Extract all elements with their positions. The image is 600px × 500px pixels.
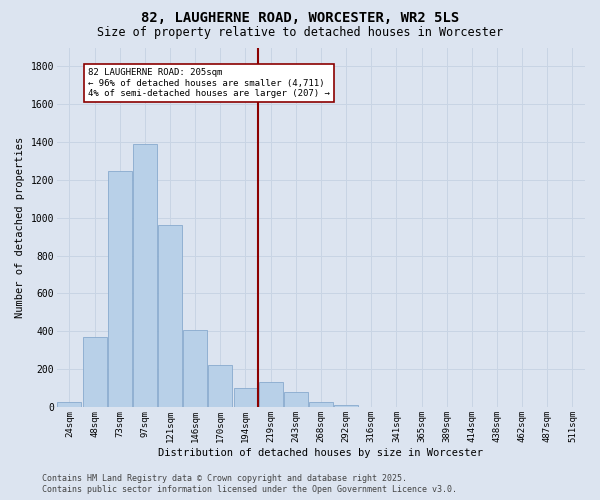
Bar: [309, 402, 333, 407]
Bar: [83, 337, 107, 407]
Bar: [108, 172, 131, 407]
Text: 82 LAUGHERNE ROAD: 205sqm
← 96% of detached houses are smaller (4,711)
4% of sem: 82 LAUGHERNE ROAD: 205sqm ← 96% of detac…: [88, 68, 330, 98]
Bar: [183, 330, 207, 407]
Y-axis label: Number of detached properties: Number of detached properties: [15, 136, 25, 318]
Bar: [233, 388, 257, 407]
X-axis label: Distribution of detached houses by size in Worcester: Distribution of detached houses by size …: [158, 448, 484, 458]
Bar: [259, 382, 283, 407]
Bar: [284, 392, 308, 407]
Text: Size of property relative to detached houses in Worcester: Size of property relative to detached ho…: [97, 26, 503, 39]
Bar: [158, 226, 182, 407]
Bar: [133, 144, 157, 407]
Bar: [208, 366, 232, 407]
Bar: [334, 404, 358, 407]
Bar: [58, 402, 82, 407]
Text: Contains HM Land Registry data © Crown copyright and database right 2025.
Contai: Contains HM Land Registry data © Crown c…: [42, 474, 457, 494]
Text: 82, LAUGHERNE ROAD, WORCESTER, WR2 5LS: 82, LAUGHERNE ROAD, WORCESTER, WR2 5LS: [141, 12, 459, 26]
